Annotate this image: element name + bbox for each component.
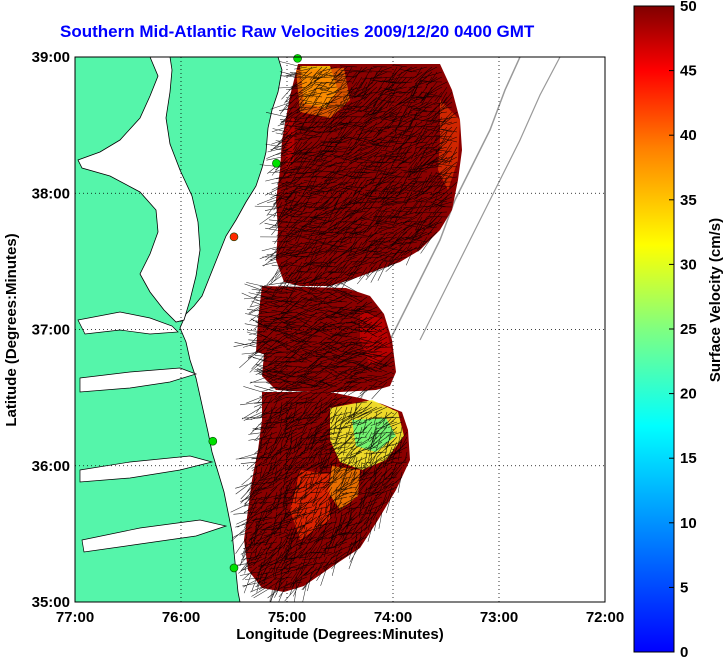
colorbar-tick-label: 45 xyxy=(680,63,697,80)
radar-station-marker xyxy=(229,563,239,573)
lon-tick-label: 77:00 xyxy=(56,609,94,626)
colorbar-tick-label: 20 xyxy=(680,386,697,403)
lon-tick-label: 74:00 xyxy=(374,609,412,626)
colorbar-tick-label: 0 xyxy=(680,644,688,659)
colorbar-tick-label: 50 xyxy=(680,0,697,15)
radar-station-marker xyxy=(229,232,239,242)
lat-tick-label: 37:00 xyxy=(32,322,70,339)
latitude-ticks: 39:00 38:00 37:00 36:00 35:00 xyxy=(32,49,70,611)
lat-tick-label: 38:00 xyxy=(32,185,70,202)
vector-field xyxy=(230,61,458,602)
lon-tick-label: 75:00 xyxy=(268,609,306,626)
colorbar-tick-label: 30 xyxy=(680,256,697,273)
colorbar-label: Surface Velocity (cm/s) xyxy=(707,218,724,382)
lon-tick-label: 73:00 xyxy=(480,609,518,626)
radar-station-marker xyxy=(272,158,281,168)
map-title: Southern Mid-Atlantic Raw Velocities 200… xyxy=(60,22,535,41)
lat-tick-label: 35:00 xyxy=(32,594,70,611)
colorbar-tick-label: 10 xyxy=(680,515,697,532)
map-grid xyxy=(75,57,605,602)
colorbar-tick-label: 5 xyxy=(680,579,688,596)
radar-stations xyxy=(208,54,302,573)
lat-tick-label: 36:00 xyxy=(32,458,70,475)
y-axis-label: Latitude (Degrees:Minutes) xyxy=(3,233,20,426)
colorbar-tick-label: 25 xyxy=(680,321,697,338)
longitude-ticks: 77:00 76:00 75:00 74:00 73:00 72:00 xyxy=(56,609,624,626)
colorbar-gradient xyxy=(633,5,675,653)
radar-station-marker xyxy=(293,54,302,63)
colorbar-tick-label: 35 xyxy=(680,192,697,209)
colorbar-ticks: 0 5 10 15 20 25 30 35 40 45 50 xyxy=(669,0,697,659)
radar-station-marker xyxy=(208,436,218,446)
lon-tick-label: 72:00 xyxy=(586,609,624,626)
colorbar-tick-label: 40 xyxy=(680,127,697,144)
x-axis-label: Longitude (Degrees:Minutes) xyxy=(236,626,444,643)
lat-tick-label: 39:00 xyxy=(32,49,70,66)
velocity-vectors xyxy=(230,61,458,602)
plot-frame xyxy=(74,56,606,603)
lon-tick-label: 76:00 xyxy=(162,609,200,626)
chesapeake-bay xyxy=(77,57,201,323)
colorbar-tick-label: 15 xyxy=(680,450,697,467)
